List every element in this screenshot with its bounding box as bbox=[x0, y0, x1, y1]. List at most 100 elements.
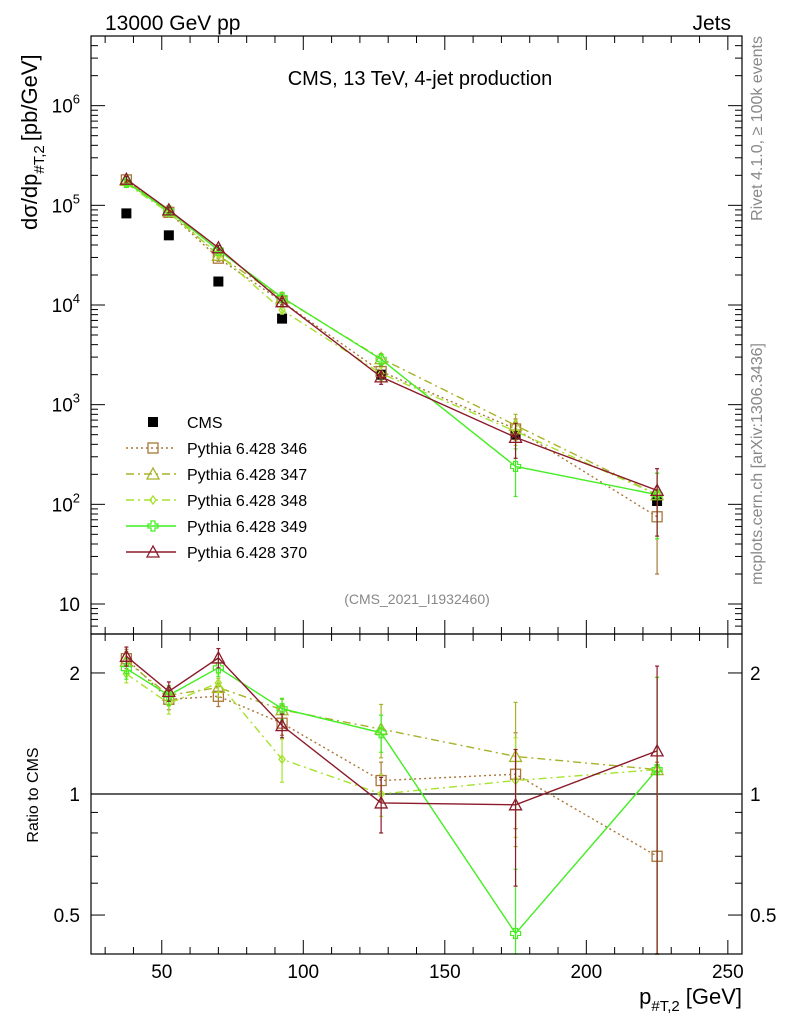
ratio-point bbox=[165, 698, 173, 709]
data-point bbox=[277, 313, 288, 324]
y-axis-label-main: dσ/dp bbox=[17, 174, 42, 230]
ratio-point bbox=[374, 795, 389, 809]
series-5 bbox=[119, 171, 665, 537]
data-point bbox=[278, 304, 286, 316]
ratio-error-bar bbox=[513, 748, 518, 887]
ratio-series-3 bbox=[120, 658, 663, 955]
y-axis-label-unit: [pb/GeV] bbox=[17, 54, 42, 141]
legend-marker bbox=[147, 520, 159, 532]
y-axis-label-sub: #T,2 bbox=[31, 145, 48, 173]
main-panel: 10 102 103 104 105 106 CMS, 13 TeV, 4-jet pro… bbox=[52, 35, 743, 635]
legend: CMS Pythia 6.428 346 Pythia 6.428 347 Pythi… bbox=[126, 415, 307, 562]
ratio-point bbox=[509, 927, 522, 940]
legend-item: Pythia 6.428 348 bbox=[126, 493, 307, 510]
data-point bbox=[163, 230, 174, 241]
ratio-line bbox=[125, 673, 658, 795]
x-axis-label-sub: #T,2 bbox=[651, 998, 679, 1015]
legend-label: Pythia 6.428 347 bbox=[187, 467, 307, 484]
ratio-error-bar bbox=[280, 738, 285, 783]
ratio-error-bar bbox=[379, 714, 384, 753]
ratio-point bbox=[211, 650, 226, 664]
ratio-point bbox=[649, 743, 665, 757]
data-point bbox=[211, 240, 226, 254]
legend-label: Pythia 6.428 349 bbox=[187, 519, 307, 536]
ratio-frame bbox=[90, 633, 743, 955]
rivet-label: Rivet 4.1.0, ≥ 100k events bbox=[749, 36, 766, 221]
x-axis-label-main: p bbox=[639, 984, 651, 1009]
legend-marker bbox=[149, 494, 157, 506]
legend-item: Pythia 6.428 347 bbox=[126, 466, 307, 484]
ratio-line bbox=[125, 660, 658, 771]
ratio-error-bar bbox=[280, 713, 285, 739]
data-point bbox=[375, 353, 387, 365]
chart-title: CMS, 13 TeV, 4-jet production bbox=[288, 68, 553, 90]
legend-marker bbox=[148, 417, 158, 427]
legend-label: CMS bbox=[187, 415, 223, 432]
data-point bbox=[274, 294, 290, 308]
data-point bbox=[374, 369, 389, 383]
x-axis-label-unit: [GeV] bbox=[686, 984, 742, 1009]
error-bar bbox=[513, 422, 518, 459]
x-tick-label: 50 bbox=[151, 962, 172, 983]
error-bar bbox=[655, 468, 660, 537]
ratio-y-tick-label: 2 bbox=[69, 664, 80, 685]
ratio-y-label: Ratio to CMS bbox=[25, 747, 42, 842]
svg-text:dσ/dp#T,2[pb/GeV]: dσ/dp#T,2 [pb/GeV] bbox=[17, 54, 48, 230]
data-point bbox=[119, 171, 134, 185]
data-point bbox=[508, 429, 523, 443]
ratio-point bbox=[161, 684, 176, 698]
ratio-y-tick-label-right: 0.5 bbox=[750, 906, 776, 927]
header-left: 13000 GeV pp bbox=[105, 12, 240, 35]
legend-label: Pythia 6.428 348 bbox=[187, 493, 307, 510]
ratio-point bbox=[119, 648, 134, 662]
ratio-point bbox=[278, 754, 286, 765]
data-point bbox=[509, 460, 522, 473]
legend-label: Pythia 6.428 370 bbox=[187, 545, 307, 562]
ratio-point bbox=[508, 797, 523, 811]
x-axis-label: p#T,2 [GeV] bbox=[639, 984, 742, 1015]
ratio-panel: 0.5 0.51 12 250 100 150 200 250 bbox=[54, 633, 776, 983]
legend-marker bbox=[147, 442, 159, 454]
y-tick-label: 105 bbox=[52, 191, 80, 217]
ratio-line bbox=[126, 666, 658, 935]
legend-marker bbox=[145, 544, 161, 558]
x-tick-label: 200 bbox=[570, 962, 602, 983]
ratio-y-tick-label-right: 2 bbox=[750, 664, 761, 685]
series-4 bbox=[120, 176, 663, 540]
ratio-error-bar bbox=[379, 776, 384, 834]
main-series-layer bbox=[119, 171, 665, 575]
series-3 bbox=[122, 178, 661, 540]
ratio-series-2 bbox=[122, 664, 661, 955]
legend-item: CMS bbox=[148, 415, 223, 432]
ratio-y-tick-label: 1 bbox=[69, 785, 80, 806]
ratio-y-tick-label: 0.5 bbox=[54, 906, 80, 927]
ratio-point bbox=[274, 718, 290, 732]
ratio-series-0 bbox=[120, 648, 663, 955]
x-tick-label: 150 bbox=[429, 962, 461, 983]
ratio-series-4 bbox=[119, 646, 665, 955]
data-point bbox=[121, 208, 132, 219]
ratio-y-tick-label-right: 1 bbox=[750, 785, 761, 806]
ratio-point bbox=[212, 662, 224, 674]
data-point bbox=[649, 483, 665, 497]
data-point bbox=[213, 276, 224, 287]
series-2 bbox=[119, 173, 665, 540]
legend-item: Pythia 6.428 370 bbox=[126, 544, 307, 562]
main-axis-ticks: 10 102 103 104 105 106 bbox=[52, 35, 742, 635]
legend-label: Pythia 6.428 346 bbox=[187, 441, 307, 458]
y-tick-label: 104 bbox=[52, 291, 80, 317]
ratio-error-bar bbox=[655, 665, 660, 955]
y-tick-label: 102 bbox=[52, 490, 80, 516]
legend-item: Pythia 6.428 349 bbox=[126, 519, 307, 536]
x-tick-label: 250 bbox=[712, 962, 744, 983]
x-tick-label: 100 bbox=[287, 962, 319, 983]
ratio-series-layer bbox=[119, 646, 665, 955]
mcplots-label: mcplots.cern.ch [arXiv:1306.3436] bbox=[749, 343, 766, 585]
y-axis-label: dσ/dp#T,2 [pb/GeV] bbox=[17, 54, 48, 230]
analysis-tag: (CMS_2021_I1932460) bbox=[344, 591, 490, 607]
y-tick-label: 10 bbox=[59, 595, 80, 616]
data-point bbox=[161, 202, 176, 216]
legend-marker bbox=[145, 466, 161, 480]
data-point bbox=[212, 244, 224, 256]
